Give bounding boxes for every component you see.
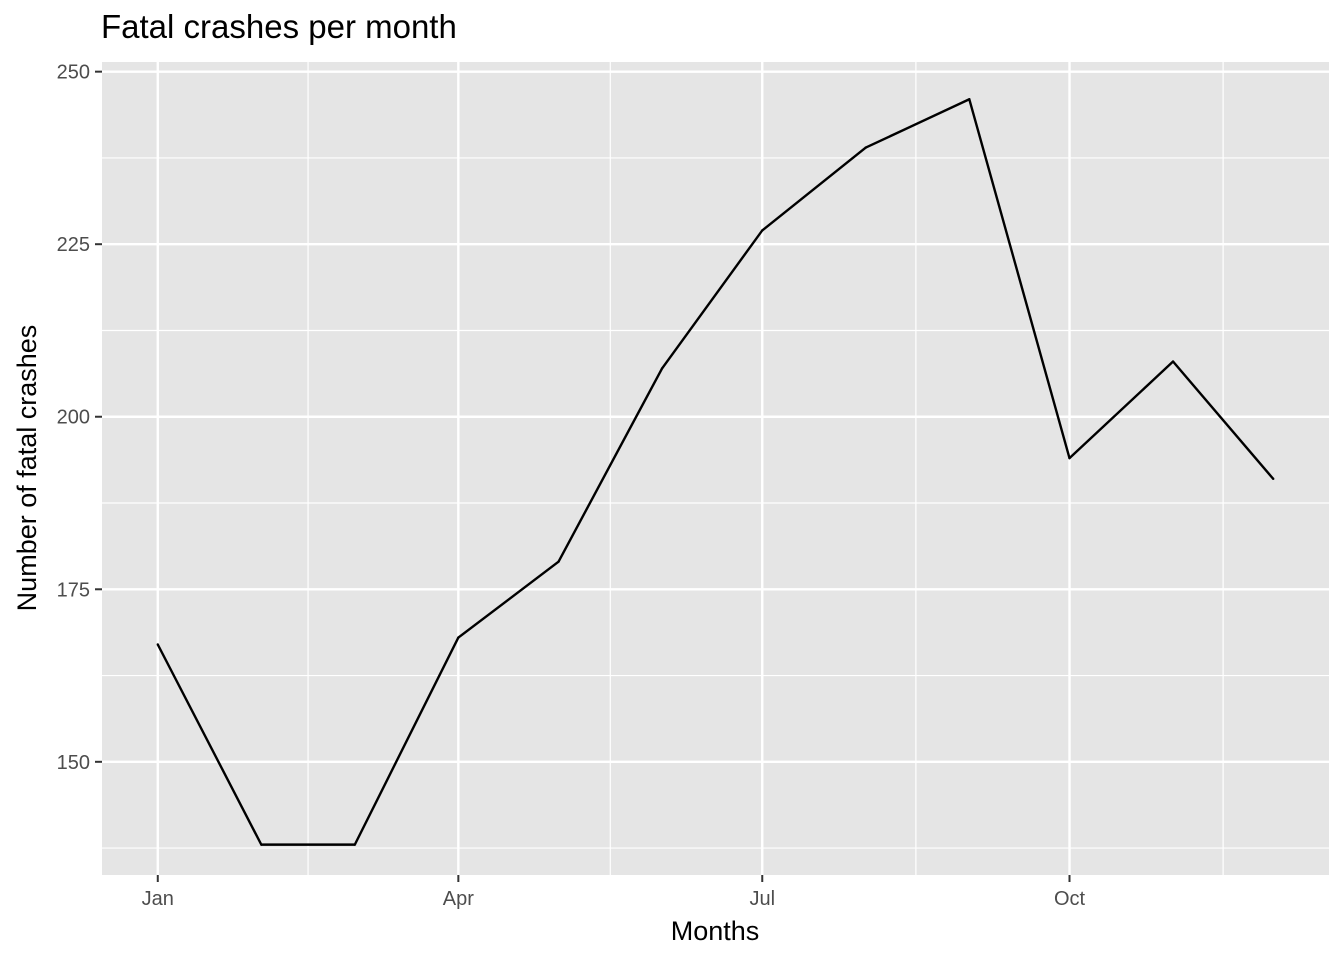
y-tick-label: 175 (57, 579, 90, 601)
data-point (1171, 360, 1175, 363)
y-tick-label: 150 (57, 752, 90, 774)
x-tick-label: Jan (142, 888, 174, 910)
x-tick-label: Jul (749, 888, 775, 910)
series-layer (156, 98, 1275, 846)
data-point (457, 636, 460, 639)
data-point (1068, 456, 1071, 460)
x-tick-label: Oct (1054, 888, 1086, 910)
data-point (353, 843, 357, 846)
data-point (156, 643, 159, 646)
y-axis: 150 175 200 225 250 (57, 62, 102, 774)
x-axis-title: Months (671, 916, 760, 946)
plot-panel (102, 62, 1329, 875)
x-tick-label: Apr (443, 888, 474, 910)
y-tick-label: 200 (57, 407, 90, 429)
y-axis-title: Number of fatal crashes (12, 325, 42, 612)
data-point (761, 229, 764, 232)
data-point (968, 98, 971, 101)
chart-title: Fatal crashes per month (101, 8, 457, 45)
series-line (156, 98, 1275, 846)
data-point (260, 843, 263, 846)
data-point (660, 367, 664, 370)
y-tick-label: 250 (57, 62, 90, 84)
y-tick-label: 225 (57, 234, 90, 256)
data-point (1272, 477, 1275, 481)
major-gridlines (102, 62, 1329, 875)
minor-gridlines (102, 62, 1329, 875)
data-point (557, 560, 560, 563)
data-point (864, 146, 867, 149)
x-axis: Jan Apr Jul Oct (142, 875, 1086, 910)
